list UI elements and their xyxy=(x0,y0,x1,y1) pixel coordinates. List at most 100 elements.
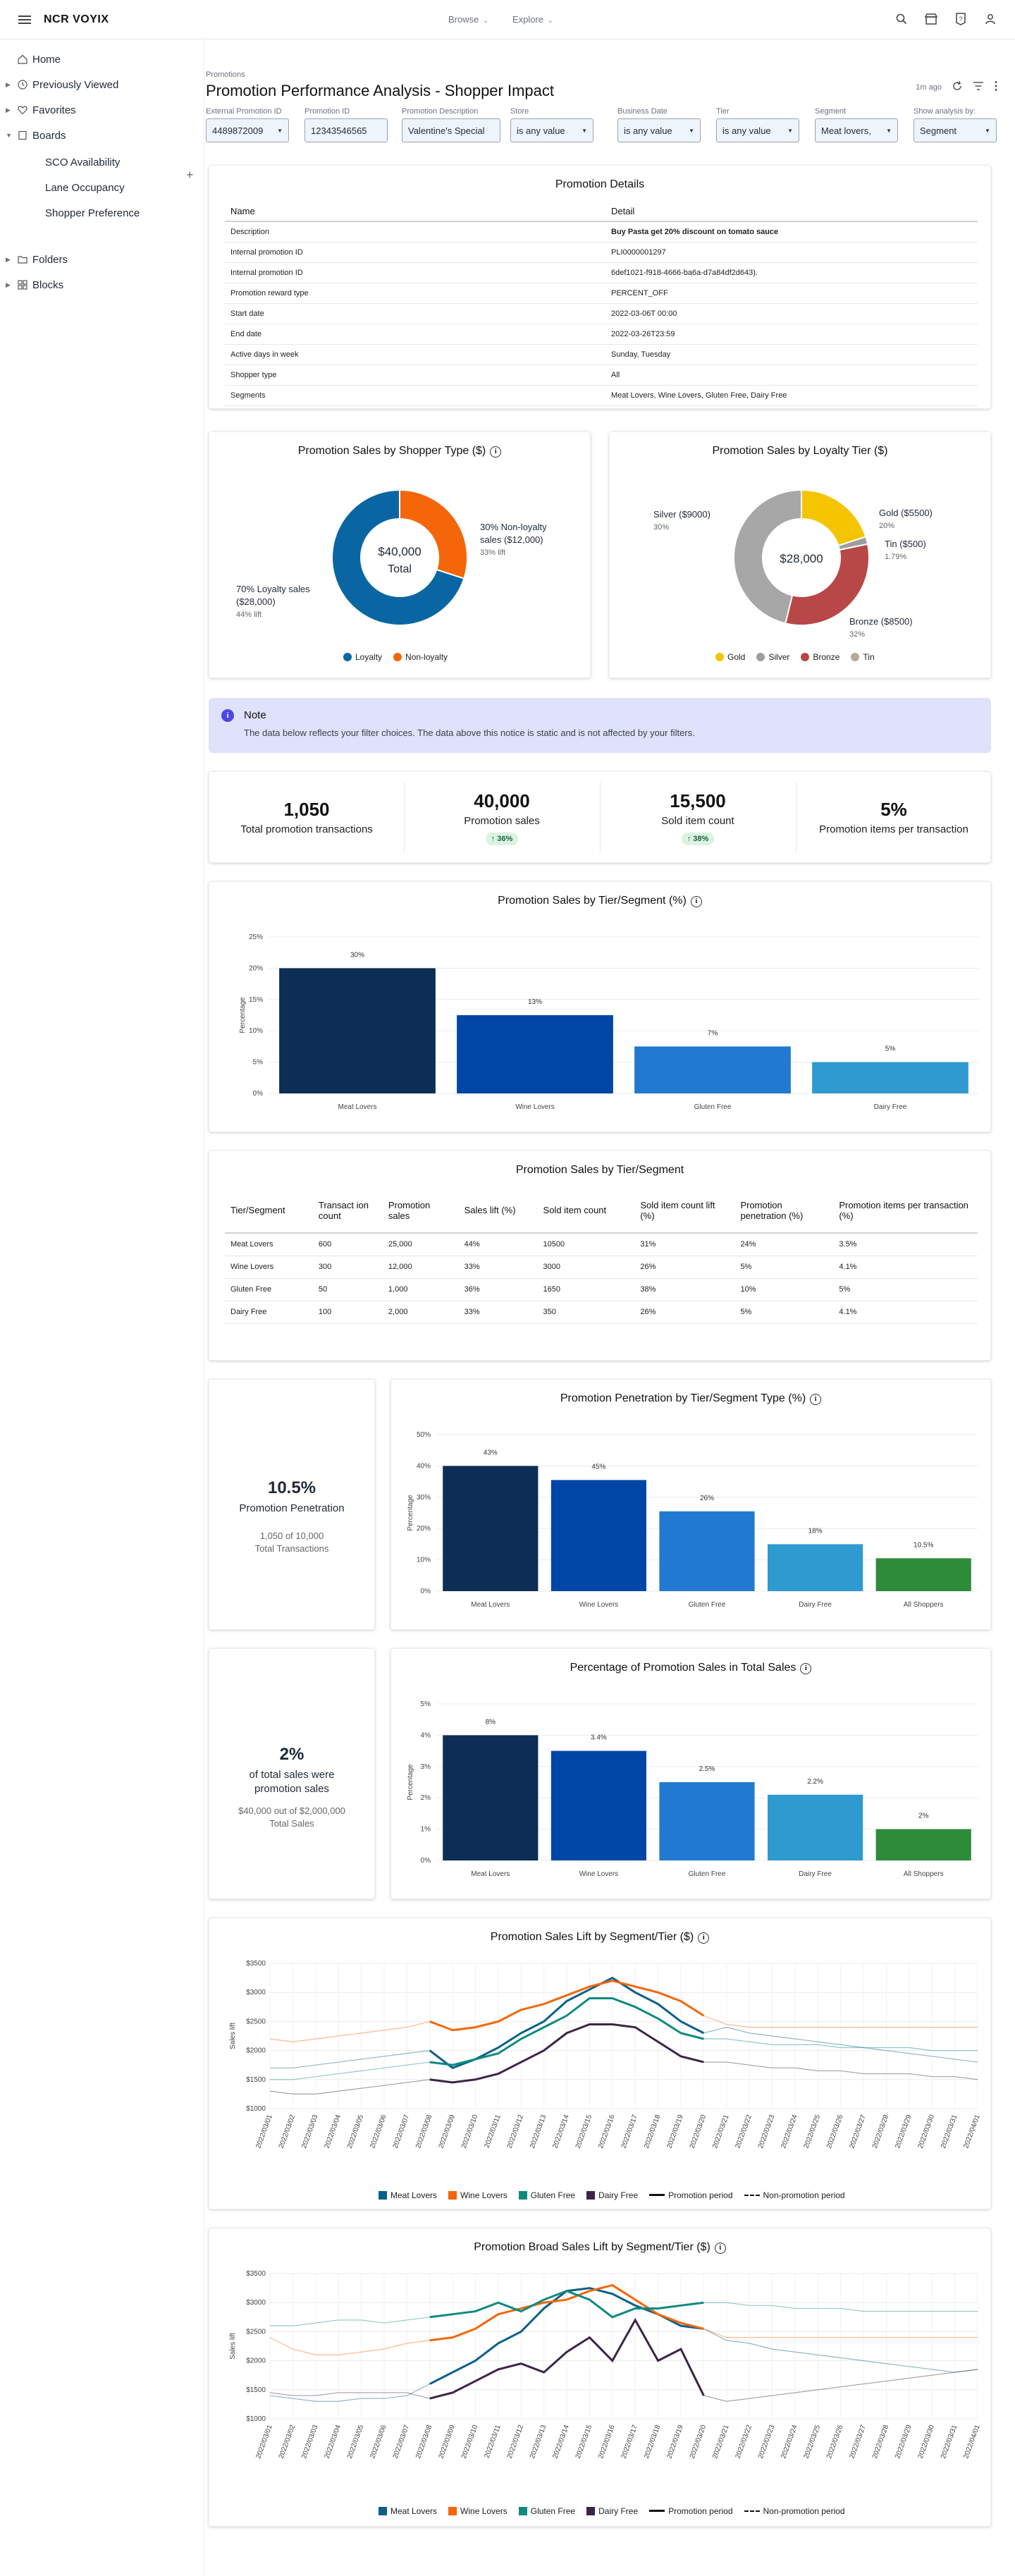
bronze-slice[interactable] xyxy=(785,543,870,626)
broad-sales-lift-series-3-promo-period[interactable] xyxy=(429,2317,705,2400)
sales-lift-series-1-promo-period[interactable] xyxy=(429,1980,705,2032)
column-header[interactable]: Promotion sales xyxy=(382,1188,459,1234)
filter-dropdown[interactable]: Segment ▼ xyxy=(914,118,997,142)
sales-lift-series-1-post-period[interactable] xyxy=(703,2015,978,2028)
info-icon[interactable]: i xyxy=(810,1394,822,1405)
legend-item[interactable]: Loyalty xyxy=(343,652,382,662)
broad-sales-lift-series-1-promo-period[interactable] xyxy=(429,2283,704,2342)
legend-item[interactable]: Tin xyxy=(851,652,875,662)
column-header[interactable]: Promotion penetration (%) xyxy=(734,1188,834,1234)
legend-item[interactable]: Gold xyxy=(715,652,745,662)
column-header[interactable]: Sold item count lift (%) xyxy=(634,1188,735,1234)
legend-item[interactable]: Silver xyxy=(756,652,789,662)
broad-sales-lift-series-0-pre-period[interactable] xyxy=(269,2384,430,2402)
caret-right-icon[interactable]: ▶ xyxy=(6,80,11,88)
legend-item[interactable]: Dairy Free xyxy=(586,2190,638,2200)
tier-sales-bar-3[interactable] xyxy=(812,1062,968,1093)
share-bar-2[interactable] xyxy=(659,1782,755,1860)
sidebar-item-folders[interactable]: ▶ Folders xyxy=(6,251,68,268)
share-bar-3[interactable] xyxy=(768,1794,863,1860)
filter-icon[interactable] xyxy=(973,81,984,93)
legend-item[interactable]: Gluten Free xyxy=(518,2506,575,2516)
caret-right-icon[interactable]: ▶ xyxy=(6,281,11,288)
legend-item[interactable]: Bronze xyxy=(801,652,839,662)
silver-slice[interactable] xyxy=(733,489,802,625)
column-header[interactable]: Detail xyxy=(605,201,978,222)
legend-item[interactable]: Wine Lovers xyxy=(448,2506,508,2516)
share-bar-4[interactable] xyxy=(875,1829,971,1860)
column-header[interactable]: Name xyxy=(225,201,605,222)
column-header[interactable]: Sales lift (%) xyxy=(458,1188,538,1234)
non-loyalty-slice[interactable] xyxy=(399,489,468,579)
sidebar-item-favorites[interactable]: ▶ Favorites xyxy=(6,102,76,118)
legend-item[interactable]: Gluten Free xyxy=(518,2190,575,2200)
tier-sales-bar-2[interactable] xyxy=(634,1046,791,1093)
filter-dropdown[interactable]: is any value ▼ xyxy=(510,118,593,142)
legend-item-promo[interactable]: Promotion period xyxy=(649,2506,733,2516)
penetration-bar-2[interactable] xyxy=(659,1511,755,1591)
sidebar-item-home[interactable]: Home xyxy=(6,51,61,68)
sidebar-item-blocks[interactable]: ▶ Blocks xyxy=(6,276,63,293)
filter-dropdown[interactable]: is any value ▼ xyxy=(617,118,701,142)
user-icon[interactable] xyxy=(983,11,998,27)
broad-sales-lift-series-2-pre-period[interactable] xyxy=(270,2317,430,2326)
broad-sales-lift-series-0-post-period[interactable] xyxy=(703,2328,978,2373)
penetration-bar-0[interactable] xyxy=(443,1466,539,1591)
filter-input[interactable]: 12343546565 xyxy=(304,118,388,142)
column-header[interactable]: Transact ion count xyxy=(312,1188,383,1234)
info-icon[interactable]: i xyxy=(714,2243,726,2254)
sales-lift-series-2-pre-period[interactable] xyxy=(270,2061,430,2080)
broad-sales-lift-series-1-pre-period[interactable] xyxy=(269,2337,430,2355)
sales-lift-series-1-pre-period[interactable] xyxy=(269,2020,430,2042)
info-icon[interactable]: i xyxy=(800,1663,812,1674)
penetration-bar-3[interactable] xyxy=(768,1544,863,1591)
caret-right-icon[interactable]: ▶ xyxy=(6,106,11,114)
more-options-icon[interactable] xyxy=(994,80,998,94)
share-bar-1[interactable] xyxy=(550,1750,646,1860)
column-header[interactable]: Promotion items per transaction (%) xyxy=(833,1188,978,1234)
caret-down-icon[interactable]: ▼ xyxy=(6,132,12,139)
board-item-sco-availability[interactable]: SCO Availability xyxy=(45,157,121,168)
broad-sales-lift-series-1-post-period[interactable] xyxy=(703,2328,978,2338)
nav-browse[interactable]: Browse ⌄ xyxy=(448,14,488,25)
logo[interactable]: NCR VOYIX xyxy=(44,13,109,25)
filter-input[interactable]: Valentine's Special xyxy=(402,118,500,142)
board-item-lane-occupancy[interactable]: Lane Occupancy xyxy=(45,182,125,194)
caret-right-icon[interactable]: ▶ xyxy=(6,255,11,263)
tier-sales-bar-1[interactable] xyxy=(457,1015,613,1093)
sales-lift-series-3-pre-period[interactable] xyxy=(269,2079,430,2094)
legend-item[interactable]: Wine Lovers xyxy=(448,2190,508,2200)
broad-sales-lift-series-2-post-period[interactable] xyxy=(703,2302,978,2312)
gold-slice[interactable] xyxy=(801,489,867,547)
share-bar-0[interactable] xyxy=(443,1735,539,1860)
breadcrumb[interactable]: Promotions xyxy=(206,70,245,79)
refresh-icon[interactable] xyxy=(952,80,963,94)
legend-item[interactable]: Non-loyalty xyxy=(393,652,448,662)
board-item-shopper-preference[interactable]: Shopper Preference xyxy=(45,207,140,219)
info-icon[interactable]: i xyxy=(490,446,502,458)
sidebar-item-boards[interactable]: ▼ Boards xyxy=(6,127,66,144)
legend-item-nonpromo[interactable]: Non-promotion period xyxy=(744,2506,845,2516)
loyalty-slice[interactable] xyxy=(331,489,465,626)
legend-item[interactable]: Meat Lovers xyxy=(379,2506,437,2516)
sales-lift-series-0-post-period[interactable] xyxy=(703,2027,978,2063)
penetration-bar-1[interactable] xyxy=(550,1480,646,1591)
add-board-icon[interactable]: + xyxy=(186,168,194,182)
info-icon[interactable]: i xyxy=(698,1932,710,1944)
sidebar-item-previously-viewed[interactable]: ▶ Previously Viewed xyxy=(6,76,118,93)
sales-lift-series-3-promo-period[interactable] xyxy=(429,2023,704,2084)
sales-lift-series-2-post-period[interactable] xyxy=(703,2038,978,2051)
filter-dropdown[interactable]: is any value ▼ xyxy=(716,118,799,142)
penetration-bar-4[interactable] xyxy=(875,1558,971,1591)
broad-sales-lift-series-2-promo-period[interactable] xyxy=(429,2290,704,2319)
sales-lift-series-3-post-period[interactable] xyxy=(703,2061,978,2080)
sales-lift-series-0-pre-period[interactable] xyxy=(270,2050,430,2068)
column-header[interactable]: Tier/Segment xyxy=(225,1188,313,1234)
nav-explore[interactable]: Explore ⌄ xyxy=(512,14,553,25)
store-icon[interactable] xyxy=(923,11,939,27)
broad-sales-lift-series-3-pre-period[interactable] xyxy=(269,2392,430,2399)
filter-dropdown[interactable]: 4489872009 ▼ xyxy=(206,118,289,142)
legend-item[interactable]: Meat Lovers xyxy=(379,2190,437,2200)
legend-item-nonpromo[interactable]: Non-promotion period xyxy=(744,2190,845,2200)
tier-sales-bar-0[interactable] xyxy=(279,968,436,1093)
